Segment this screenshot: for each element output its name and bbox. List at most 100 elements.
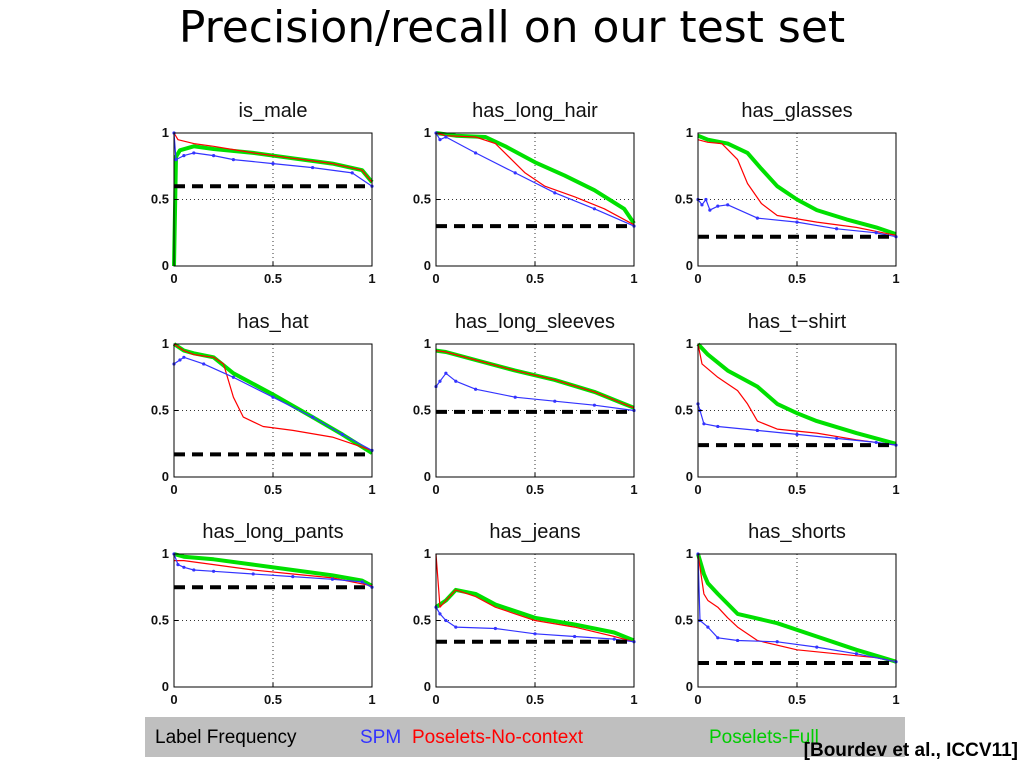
spm-point (231, 158, 235, 162)
legend-label-frequency: Label Frequency (155, 727, 297, 748)
legend-bar: Label Frequency SPM Poselets-No-context … (145, 717, 905, 757)
spm-point (706, 625, 710, 629)
spm-point (438, 612, 442, 616)
chart-title: has_shorts (748, 521, 846, 543)
x-tick-label: 0.5 (526, 482, 544, 497)
spm-point (271, 395, 275, 399)
spm-point (182, 355, 186, 359)
y-tick-label: 0 (424, 258, 431, 273)
spm-point (716, 424, 720, 429)
spm-point (454, 625, 458, 629)
spm-point (592, 403, 597, 407)
spm-point (716, 636, 720, 640)
series-line-poselets-full (697, 133, 897, 236)
spm-point (271, 161, 275, 166)
y-tick-label: 0 (162, 469, 169, 484)
spm-point (212, 154, 216, 158)
x-tick-label: 0 (694, 692, 701, 707)
y-tick-label: 0.5 (413, 613, 431, 628)
chart-title: has_glasses (741, 100, 852, 122)
x-tick-label: 0.5 (526, 692, 544, 707)
y-tick-label: 1 (424, 546, 431, 561)
spm-point (854, 652, 859, 656)
chart-title: has_long_sleeves (455, 311, 615, 333)
series-line-poselets-no-context (173, 132, 373, 183)
spm-point (533, 632, 537, 636)
chart-3: has_hat 00 0.5 0.5 1 1 (151, 311, 376, 497)
spm-point (726, 203, 730, 207)
chart-6: has_long_pants 00 0.5 0.5 1 1 (151, 521, 376, 707)
y-tick-label: 0 (162, 679, 169, 694)
spm-point (231, 375, 235, 379)
spm-point (182, 154, 186, 158)
y-tick-label: 0.5 (151, 192, 169, 207)
x-tick-label: 1 (630, 692, 637, 707)
legend-spm: SPM (360, 727, 402, 748)
x-tick-label: 0.5 (264, 692, 282, 707)
spm-point (592, 207, 597, 211)
series-line-spm (173, 132, 373, 187)
y-tick-label: 0.5 (151, 403, 169, 418)
y-tick-label: 1 (424, 125, 431, 140)
spm-point (700, 203, 704, 207)
chart-4: has_long_sleeves 00 0.5 0.5 1 1 (413, 311, 638, 497)
y-tick-label: 0 (424, 469, 431, 484)
y-tick-label: 1 (162, 125, 169, 140)
spm-point (176, 563, 180, 567)
spm-point (444, 618, 448, 623)
spm-point (513, 171, 517, 175)
y-tick-label: 1 (162, 336, 169, 351)
chart-title: has_jeans (489, 521, 580, 543)
chart-2: has_glasses 00 0.5 0.5 1 1 (675, 100, 900, 286)
spm-point (178, 358, 182, 362)
y-tick-label: 0.5 (675, 613, 693, 628)
x-tick-label: 0 (170, 692, 177, 707)
spm-point (350, 171, 354, 175)
spm-point (311, 165, 315, 170)
x-tick-label: 1 (630, 271, 637, 286)
series-line-spm (173, 553, 373, 588)
spm-point (874, 231, 878, 235)
spm-point (513, 395, 517, 399)
citation: [Bourdev et al., ICCV11] (803, 740, 1018, 761)
series-line-poselets-no-context (435, 350, 635, 409)
x-tick-label: 0 (432, 482, 439, 497)
x-tick-label: 1 (368, 482, 375, 497)
y-tick-label: 0 (162, 258, 169, 273)
y-tick-label: 1 (686, 336, 693, 351)
y-tick-label: 0 (686, 469, 693, 484)
spm-point (736, 638, 740, 643)
spm-point (795, 432, 799, 437)
y-tick-label: 0.5 (413, 192, 431, 207)
chart-0: is_male 00 0.5 0.5 1 1 (151, 100, 376, 286)
spm-point (553, 191, 557, 195)
spm-point (553, 399, 557, 403)
spm-point (474, 151, 478, 155)
series-line-poselets-no-context (697, 343, 897, 446)
series-line-poselets-no-context (697, 553, 897, 663)
spm-point (755, 216, 760, 220)
y-tick-label: 1 (424, 336, 431, 351)
spm-point (708, 208, 712, 212)
spm-point (474, 387, 478, 391)
x-tick-label: 0.5 (788, 271, 806, 286)
spm-point (330, 577, 334, 581)
y-tick-label: 0.5 (413, 403, 431, 418)
series-line-poselets-no-context (173, 343, 373, 451)
x-tick-label: 0.5 (264, 482, 282, 497)
x-tick-label: 1 (630, 482, 637, 497)
spm-point (755, 428, 760, 433)
legend-poselets-no-context: Poselets-No-context (412, 727, 584, 748)
spm-point (444, 371, 448, 375)
chart-1: has_long_hair 00 0.5 0.5 1 1 (413, 100, 638, 286)
y-tick-label: 1 (162, 546, 169, 561)
spm-point (174, 158, 178, 162)
spm-point (444, 135, 448, 139)
spm-point (454, 379, 458, 383)
chart-7: has_jeans 00 0.5 0.5 1 1 (413, 521, 638, 707)
x-tick-label: 0.5 (526, 271, 544, 286)
spm-point (704, 197, 708, 202)
series-line-poselets-full (696, 553, 897, 664)
spm-point (815, 645, 819, 649)
